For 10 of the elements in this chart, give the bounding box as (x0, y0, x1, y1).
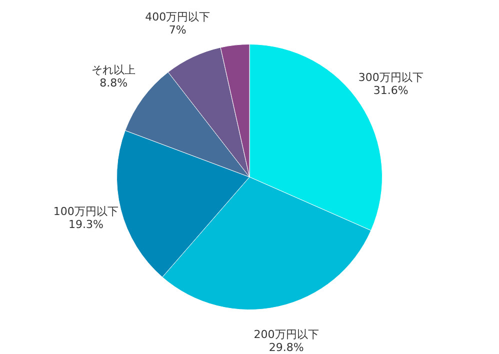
slice-label: 400万円以下 (145, 10, 210, 24)
slice-label: 200万円以下 (254, 328, 319, 342)
slice-label: 100万円以下 (53, 204, 118, 218)
data-label: 7% (168, 24, 186, 37)
data-label: 19.3% (68, 218, 104, 231)
data-label: 31.6% (373, 84, 408, 98)
data-label: 8.8% (100, 76, 128, 90)
data-label: 29.8% (268, 341, 304, 354)
slice-label: 300万円以下 (358, 71, 424, 84)
slice-label: それ以上 (92, 63, 136, 76)
